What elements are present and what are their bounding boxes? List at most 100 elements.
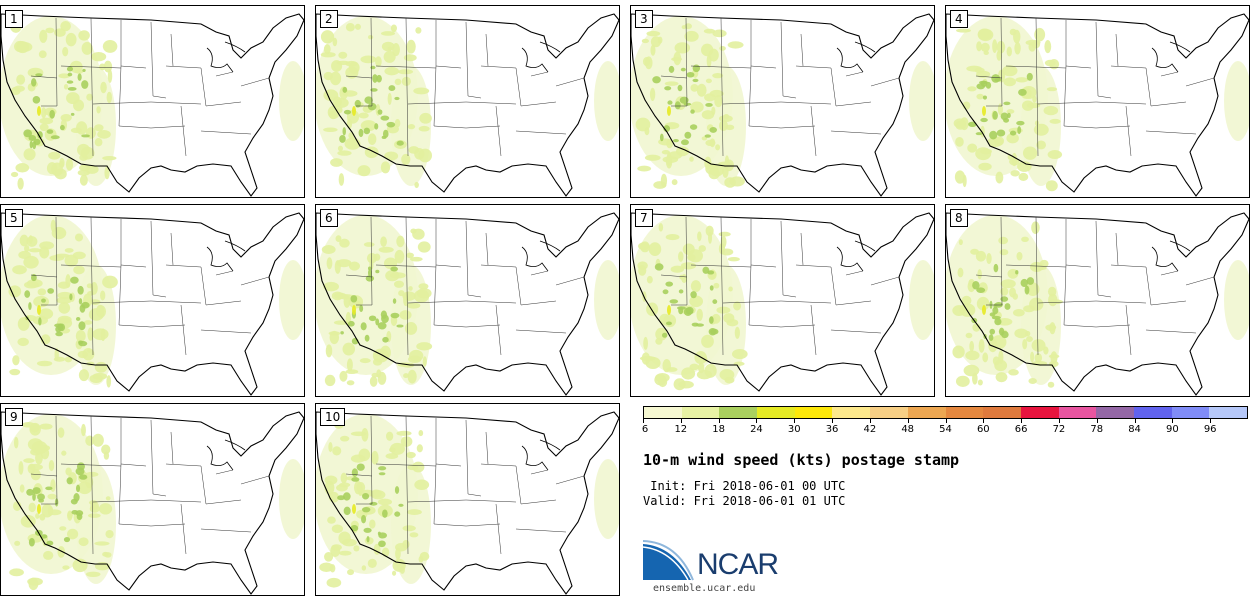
postage-stamp-2[interactable]: 2 — [315, 5, 620, 198]
wind-shading — [360, 120, 377, 132]
postage-stamp-1[interactable]: 1 — [0, 5, 305, 198]
state-border — [92, 101, 152, 105]
state-border — [170, 431, 174, 465]
wind-shading — [1018, 172, 1029, 181]
wind-shading — [32, 492, 36, 501]
wind-shading — [382, 129, 389, 139]
wind-shading — [104, 552, 112, 558]
state-border — [720, 17, 724, 157]
wind-shading — [646, 275, 653, 284]
postage-stamp-3[interactable]: 3 — [630, 5, 935, 198]
wind-shading — [1033, 123, 1049, 136]
state-border — [120, 418, 147, 467]
wind-shading — [382, 509, 388, 518]
wind-shading — [16, 41, 30, 54]
wind-shading — [375, 318, 380, 326]
wind-shading — [709, 127, 718, 133]
wind-shading — [346, 380, 355, 386]
postage-stamp-6[interactable]: 6 — [315, 204, 620, 397]
postage-stamp-8[interactable]: 8 — [945, 204, 1250, 397]
wind-shading — [649, 87, 656, 101]
wind-shading — [345, 369, 359, 375]
wind-shading — [60, 21, 71, 32]
wind-shading — [378, 466, 387, 471]
wind-shading — [358, 112, 369, 119]
wind-shading — [416, 288, 432, 299]
wind-shading — [408, 286, 413, 291]
state-border — [1145, 329, 1197, 334]
wind-shading — [406, 451, 416, 459]
colorbar-segment — [1096, 407, 1134, 418]
wind-shading — [909, 260, 934, 340]
wind-speed-map — [316, 411, 619, 595]
postage-stamp-4[interactable]: 4 — [945, 5, 1250, 198]
state-border — [795, 65, 837, 107]
stamp-number: 9 — [5, 408, 23, 426]
state-border — [150, 220, 167, 298]
wind-shading — [704, 156, 712, 170]
wind-shading — [339, 482, 351, 488]
wind-shading — [398, 503, 404, 507]
state-border — [795, 264, 837, 306]
wind-shading — [85, 571, 101, 578]
wind-shading — [678, 289, 684, 294]
postage-stamp-5[interactable]: 5 — [0, 204, 305, 397]
postage-stamp-7[interactable]: 7 — [630, 204, 935, 397]
state-border — [1095, 101, 1147, 105]
great-lakes — [206, 240, 246, 272]
state-border — [520, 499, 557, 505]
wind-shading — [976, 93, 984, 100]
wind-shading — [361, 514, 367, 524]
wind-shading — [366, 536, 370, 543]
wind-shading — [67, 86, 77, 91]
wind-shading — [1022, 146, 1038, 160]
state-border — [435, 219, 462, 268]
wind-shading — [1006, 133, 1019, 144]
wind-shading — [57, 427, 65, 438]
state-border — [530, 270, 549, 276]
wind-shading — [376, 74, 382, 83]
wind-shading — [378, 472, 386, 476]
wind-shading — [727, 257, 740, 262]
wind-shading — [46, 129, 54, 134]
wind-shading — [47, 493, 57, 500]
wind-shading — [397, 69, 414, 75]
wind-shading — [331, 524, 343, 534]
wind-shading — [105, 496, 111, 501]
wind-shading — [78, 369, 90, 382]
state-border — [748, 264, 752, 326]
wind-shading — [958, 239, 963, 246]
wind-shading — [32, 140, 37, 150]
wind-shading — [359, 304, 364, 313]
wind-shading — [709, 285, 714, 291]
wind-shading — [1034, 120, 1039, 126]
wind-shading — [701, 43, 714, 57]
wind-shading — [377, 498, 393, 506]
postage-stamp-9[interactable]: 9 — [0, 403, 305, 596]
wind-shading — [58, 73, 71, 79]
wind-shading — [106, 375, 112, 388]
wind-shading — [62, 46, 69, 57]
wind-shading — [698, 362, 705, 374]
wind-shading — [81, 134, 90, 138]
country-outline — [316, 411, 619, 595]
state-border — [200, 130, 252, 135]
postage-stamp-10[interactable]: 10 — [315, 403, 620, 596]
state-border — [690, 264, 752, 268]
wind-shading — [16, 74, 26, 85]
state-border — [90, 17, 94, 157]
wind-shading — [712, 299, 718, 304]
wind-shading — [77, 350, 88, 359]
state-border — [1160, 71, 1179, 77]
state-border — [30, 274, 58, 278]
wind-shading — [996, 129, 1006, 137]
wind-shading — [674, 42, 691, 54]
wind-shading — [70, 112, 75, 116]
wind-shading — [59, 526, 67, 531]
state-border — [530, 469, 549, 475]
wind-shading — [66, 80, 74, 84]
state-border — [1125, 304, 1132, 356]
wind-shading — [380, 236, 387, 247]
wind-shading — [94, 138, 103, 147]
wind-shading — [980, 42, 990, 52]
